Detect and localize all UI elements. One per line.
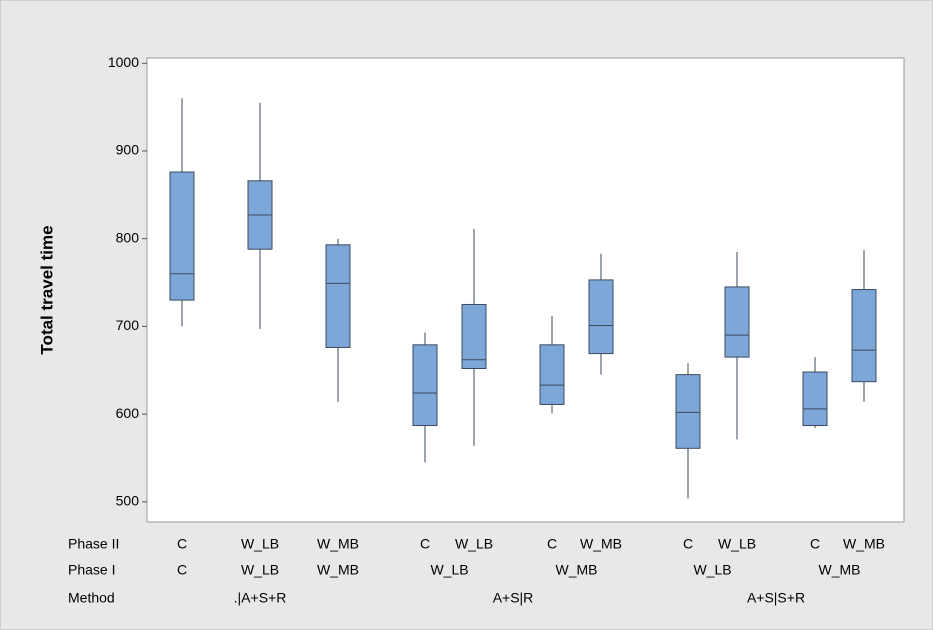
y-tick-label: 600 [116,405,140,421]
phase1-label: W_LB [241,562,279,578]
method-label: A+S|R [493,590,534,606]
box [412,344,438,427]
phase2-label: W_MB [580,536,622,552]
phase2-label: W_LB [718,536,756,552]
phase1-label: W_MB [819,562,861,578]
box [588,279,614,355]
y-tick-label: 800 [116,229,140,245]
y-tick-label: 900 [116,142,140,158]
phase1-label: W_MB [317,562,359,578]
y-axis-label: Total travel time [37,225,56,354]
row-label: Method [68,590,115,606]
y-tick-label: 1000 [108,54,139,70]
phase1-label: W_MB [556,562,598,578]
phase2-label: W_LB [241,536,279,552]
row-label: Phase I [68,562,115,578]
phase1-label: W_LB [693,562,731,578]
box [539,344,565,405]
phase2-label: C [683,536,693,552]
y-tick-label: 700 [116,317,140,333]
box [169,171,195,301]
row-label: Phase II [68,536,119,552]
y-tick-label: 500 [116,493,140,509]
box [724,286,750,358]
box [325,244,351,348]
phase1-label: C [177,562,187,578]
plot-area [146,57,905,523]
phase2-label: C [420,536,430,552]
phase2-label: W_MB [843,536,885,552]
phase2-label: C [547,536,557,552]
phase1-label: W_LB [430,562,468,578]
method-label: .|A+S+R [234,590,287,606]
box [675,374,701,449]
phase2-label: C [810,536,820,552]
box [461,303,487,370]
phase2-label: C [177,536,187,552]
box [851,289,877,383]
box [802,371,828,427]
method-label: A+S|S+R [747,590,805,606]
phase2-label: W_MB [317,536,359,552]
phase2-label: W_LB [455,536,493,552]
